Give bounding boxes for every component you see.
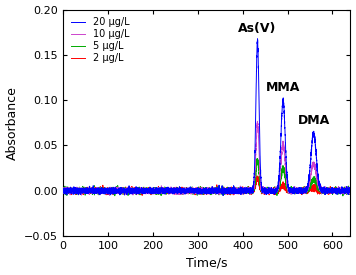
X-axis label: Time/s: Time/s (186, 257, 227, 269)
5 μg/L (348, 188, 352, 191)
Text: As(V): As(V) (238, 22, 277, 35)
5 μg/L (87, 190, 91, 194)
Line: 10 μg/L: 10 μg/L (63, 121, 350, 195)
2 μg/L (255, 174, 260, 178)
10 μg/L (348, 185, 352, 189)
10 μg/L (138, 189, 142, 192)
Y-axis label: Absorbance: Absorbance (6, 86, 19, 160)
Text: MMA: MMA (266, 81, 300, 94)
20 μg/L (61, 187, 65, 190)
Line: 5 μg/L: 5 μg/L (63, 159, 350, 196)
10 μg/L (87, 188, 91, 192)
5 μg/L (61, 189, 65, 192)
10 μg/L (105, 189, 110, 192)
2 μg/L (135, 188, 139, 192)
2 μg/L (105, 193, 110, 196)
Line: 2 μg/L: 2 μg/L (63, 176, 350, 195)
5 μg/L (138, 190, 142, 193)
20 μg/L (95, 189, 100, 192)
5 μg/L (105, 190, 110, 193)
5 μg/L (255, 157, 259, 160)
5 μg/L (341, 194, 345, 197)
10 μg/L (287, 188, 292, 191)
20 μg/L (348, 188, 352, 192)
10 μg/L (95, 189, 100, 192)
2 μg/L (95, 191, 100, 194)
Text: DMA: DMA (298, 114, 330, 127)
20 μg/L (255, 37, 260, 40)
5 μg/L (95, 190, 100, 194)
20 μg/L (221, 194, 225, 197)
10 μg/L (135, 190, 139, 193)
Legend: 20 μg/L, 10 μg/L, 5 μg/L, 2 μg/L: 20 μg/L, 10 μg/L, 5 μg/L, 2 μg/L (68, 14, 133, 66)
20 μg/L (105, 188, 110, 191)
20 μg/L (287, 191, 292, 194)
20 μg/L (135, 190, 139, 193)
10 μg/L (61, 187, 65, 191)
5 μg/L (135, 190, 139, 193)
2 μg/L (61, 187, 65, 191)
2 μg/L (348, 187, 352, 190)
2 μg/L (140, 194, 144, 197)
20 μg/L (138, 188, 142, 191)
Line: 20 μg/L: 20 μg/L (63, 39, 350, 196)
5 μg/L (287, 190, 292, 194)
10 μg/L (255, 120, 260, 123)
20 μg/L (87, 188, 91, 191)
2 μg/L (87, 188, 91, 191)
2 μg/L (138, 187, 142, 190)
10 μg/L (108, 194, 112, 197)
2 μg/L (287, 189, 292, 192)
